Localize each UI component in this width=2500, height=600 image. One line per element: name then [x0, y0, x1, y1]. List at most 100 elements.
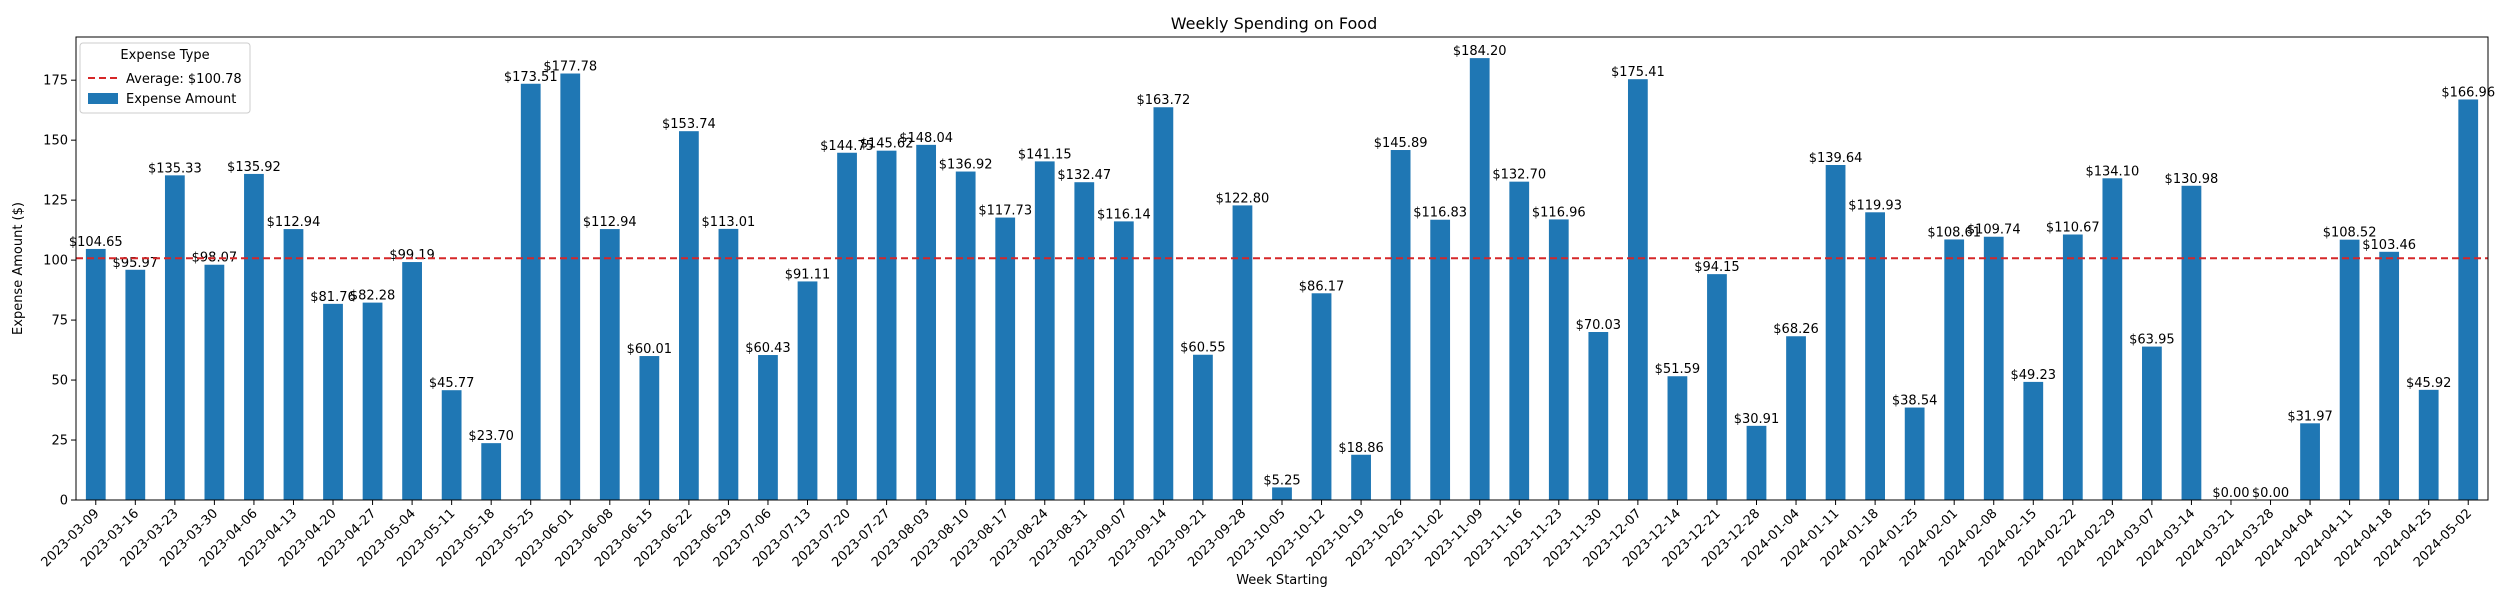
- bar-2023-06-08: [599, 229, 620, 500]
- bar-2023-04-27: [362, 302, 383, 500]
- data-label-2023-11-30: $70.03: [1576, 318, 1622, 333]
- data-label-2023-07-06: $60.43: [745, 341, 791, 356]
- data-label-2023-08-24: $141.15: [1018, 147, 1072, 162]
- chart-title: Weekly Spending on Food: [1171, 14, 1378, 33]
- data-label-2024-03-07: $63.95: [2129, 333, 2175, 348]
- y-tick-label-175: 175: [43, 74, 68, 89]
- bar-2023-10-12: [1311, 293, 1332, 500]
- bar-2023-07-13: [797, 281, 818, 500]
- legend-average-label: Average: $100.78: [126, 72, 242, 87]
- bar-2023-10-26: [1390, 150, 1411, 500]
- bar-2023-10-19: [1351, 454, 1371, 500]
- data-label-2023-03-16: $95.97: [113, 256, 159, 271]
- data-label-2023-04-20: $81.76: [310, 290, 356, 305]
- data-label-2023-08-17: $117.73: [978, 204, 1032, 219]
- legend: Expense Type Average: $100.78 Expense Am…: [79, 42, 251, 114]
- x-axis: 2023-03-092023-03-162023-03-232023-03-30…: [39, 500, 2475, 570]
- data-label-2023-05-04: $99.19: [389, 248, 435, 263]
- data-label-2023-04-27: $82.28: [350, 289, 396, 304]
- bar-2023-05-04: [402, 262, 422, 500]
- bar-2023-08-17: [995, 217, 1016, 500]
- bar-2023-03-16: [125, 269, 146, 500]
- data-label-2024-01-11: $139.64: [1809, 151, 1863, 166]
- bar-2024-01-25: [1904, 407, 1925, 500]
- y-tick-label-25: 25: [51, 434, 68, 449]
- legend-box: [79, 42, 251, 114]
- data-label-2023-05-18: $23.70: [468, 429, 514, 444]
- data-label-2023-11-23: $116.96: [1532, 205, 1586, 220]
- bar-2024-02-22: [2062, 234, 2083, 500]
- bar-2023-06-01: [560, 73, 581, 500]
- bar-2023-06-22: [679, 131, 699, 500]
- bar-2023-11-16: [1509, 181, 1530, 500]
- data-label-2023-03-09: $104.65: [69, 235, 123, 250]
- bar-2024-02-29: [2102, 178, 2123, 501]
- bar-2023-04-13: [283, 229, 304, 500]
- bar-2024-02-15: [2023, 381, 2044, 500]
- data-label-2023-11-09: $184.20: [1453, 44, 1507, 59]
- legend-title: Expense Type: [120, 48, 209, 63]
- data-label-2024-02-08: $109.74: [1967, 223, 2021, 238]
- data-label-2023-07-13: $91.11: [785, 267, 831, 282]
- data-label-2023-06-08: $112.94: [583, 215, 637, 230]
- data-label-2024-02-22: $110.67: [2046, 221, 2100, 236]
- bar-2023-05-25: [520, 83, 541, 501]
- bar-2023-09-07: [1113, 221, 1134, 501]
- data-label-2023-06-15: $60.01: [627, 342, 673, 357]
- data-label-2024-04-11: $108.52: [2323, 226, 2377, 241]
- bar-2024-05-02: [2458, 99, 2479, 500]
- data-label-2023-09-28: $122.80: [1216, 191, 1270, 206]
- bar-2023-09-28: [1232, 205, 1253, 500]
- x-axis-label: Week Starting: [1236, 573, 1328, 588]
- data-label-2023-07-27: $145.62: [860, 137, 914, 152]
- data-label-2023-11-02: $116.83: [1413, 206, 1467, 221]
- bar-2023-05-18: [481, 443, 502, 500]
- bar-2024-03-07: [2142, 346, 2162, 500]
- data-label-2024-03-14: $130.98: [2165, 172, 2219, 187]
- data-label-2024-02-15: $49.23: [2011, 368, 2057, 383]
- bar-2023-12-28: [1746, 425, 1767, 500]
- data-label-2024-01-04: $68.26: [1773, 322, 1819, 337]
- y-tick-label-125: 125: [43, 194, 68, 209]
- data-label-2024-04-25: $45.92: [2406, 376, 2452, 391]
- y-axis-label: Expense Amount ($): [11, 202, 26, 335]
- data-label-2023-08-03: $148.04: [899, 131, 953, 146]
- bar-2023-03-09: [85, 248, 106, 500]
- legend-expense-label: Expense Amount: [126, 92, 236, 107]
- y-tick-label-150: 150: [43, 134, 68, 149]
- bar-2024-01-11: [1825, 165, 1846, 500]
- data-label-2023-06-29: $113.01: [702, 215, 756, 230]
- bar-2023-12-21: [1707, 274, 1727, 500]
- y-tick-label-75: 75: [51, 314, 68, 329]
- data-label-2024-03-21: $0.00: [2212, 486, 2249, 501]
- data-labels-layer: $104.65$95.97$135.33$98.07$135.92$112.94…: [69, 44, 2495, 501]
- data-label-2023-04-13: $112.94: [267, 215, 321, 230]
- data-label-2024-01-25: $38.54: [1892, 394, 1938, 409]
- y-tick-label-100: 100: [43, 254, 68, 269]
- legend-expense-swatch: [88, 93, 118, 104]
- bar-2023-03-23: [164, 175, 185, 500]
- data-label-2023-06-22: $153.74: [662, 117, 716, 132]
- bar-2024-03-14: [2181, 185, 2202, 500]
- bars-layer: [85, 58, 2479, 501]
- data-label-2023-12-28: $30.91: [1734, 412, 1780, 427]
- bar-2023-07-06: [758, 355, 778, 500]
- data-label-2023-12-21: $94.15: [1694, 260, 1740, 275]
- data-label-2024-02-01: $108.61: [1927, 225, 1981, 240]
- bar-2023-08-03: [916, 144, 937, 500]
- bar-2023-04-06: [244, 173, 264, 500]
- bar-2023-03-30: [204, 264, 225, 500]
- data-label-2023-10-12: $86.17: [1299, 279, 1345, 294]
- bar-2024-04-18: [2379, 251, 2400, 500]
- data-label-2023-09-14: $163.72: [1136, 93, 1190, 108]
- data-label-2024-03-28: $0.00: [2252, 486, 2289, 501]
- data-label-2023-12-07: $175.41: [1611, 65, 1665, 80]
- bar-2023-10-05: [1272, 487, 1292, 500]
- bar-2023-08-10: [955, 171, 976, 501]
- data-label-2023-10-05: $5.25: [1263, 473, 1300, 488]
- data-label-2023-11-16: $132.70: [1492, 168, 1546, 183]
- data-label-2023-10-26: $145.89: [1374, 136, 1428, 151]
- y-tick-label-50: 50: [51, 374, 68, 389]
- bar-2023-09-14: [1153, 107, 1174, 500]
